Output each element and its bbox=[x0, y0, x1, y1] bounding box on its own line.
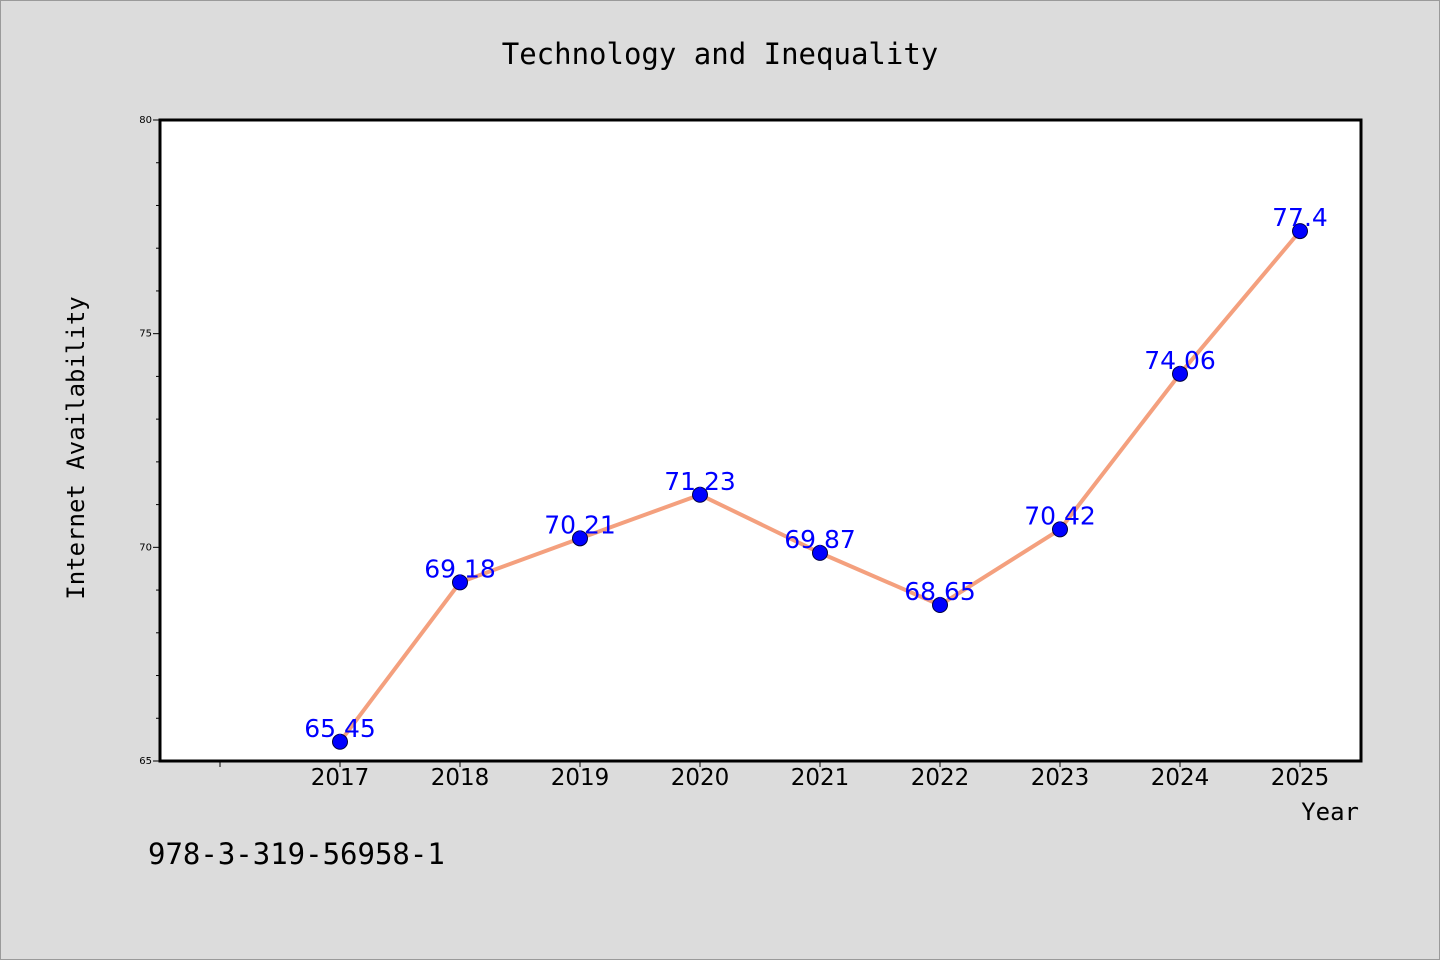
data-label: 71.23 bbox=[664, 467, 736, 496]
data-point bbox=[572, 530, 588, 547]
y-tick-label: 70 bbox=[139, 542, 152, 553]
x-tick-label: 2023 bbox=[1031, 765, 1090, 791]
plot-area bbox=[158, 118, 1363, 763]
y-axis: 65 70 75 80 bbox=[139, 115, 160, 767]
y-tick-label: 75 bbox=[139, 329, 152, 340]
x-axis: 2017 2018 2019 2020 2021 2022 2023 2024 2025 bbox=[219, 761, 1330, 791]
y-axis-label: Internet Availability bbox=[62, 296, 90, 599]
data-point bbox=[1292, 223, 1308, 240]
data-label: 74.06 bbox=[1144, 346, 1216, 375]
x-tick-label: 2017 bbox=[311, 765, 370, 791]
data-label: 69.18 bbox=[424, 554, 496, 583]
data-label: 69.87 bbox=[784, 525, 856, 554]
series-layer: 65.45 69.18 70.21 71.23 69.87 68.65 70.42 74.06… bbox=[304, 203, 1328, 750]
chart-title: Technology and Inequality bbox=[502, 37, 939, 71]
x-tick-label: 2021 bbox=[791, 765, 850, 791]
x-tick-label: 2022 bbox=[911, 765, 970, 791]
data-label: 68.65 bbox=[904, 577, 976, 606]
x-tick-label: 2024 bbox=[1151, 765, 1210, 791]
y-tick-label: 65 bbox=[139, 756, 152, 767]
x-tick-label: 2025 bbox=[1271, 765, 1330, 791]
data-point bbox=[932, 597, 948, 614]
data-label: 70.42 bbox=[1024, 501, 1096, 530]
data-point bbox=[332, 733, 348, 750]
x-tick-label: 2018 bbox=[431, 765, 490, 791]
data-point bbox=[692, 486, 708, 503]
data-point bbox=[452, 574, 468, 591]
data-label: 77.4 bbox=[1272, 203, 1328, 232]
x-axis-label: Year bbox=[1301, 798, 1359, 826]
data-point bbox=[1172, 365, 1188, 382]
x-tick-label: 2019 bbox=[551, 765, 610, 791]
data-label: 65.45 bbox=[304, 714, 376, 743]
isbn-text: 978-3-319-56958-1 bbox=[148, 837, 445, 871]
x-tick-label: 2020 bbox=[671, 765, 730, 791]
data-point bbox=[812, 544, 828, 561]
data-label: 70.21 bbox=[544, 510, 616, 539]
y-tick-label: 80 bbox=[139, 115, 152, 126]
data-point bbox=[1052, 521, 1068, 538]
